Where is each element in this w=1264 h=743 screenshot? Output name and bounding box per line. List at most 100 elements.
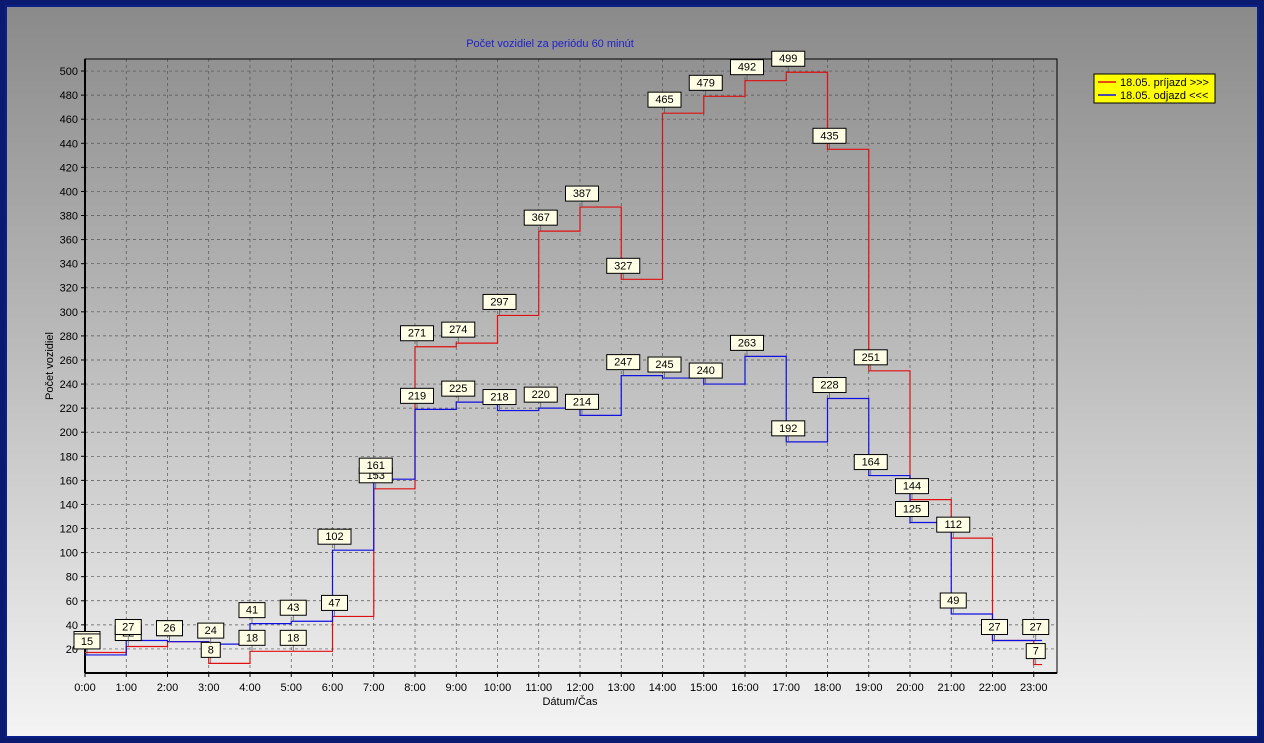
data-label: 144 (895, 478, 929, 500)
y-tick-label: 140 (60, 499, 78, 511)
data-label-text: 102 (325, 531, 343, 543)
x-tick-label: 17:00 (772, 682, 800, 694)
data-label: 251 (853, 349, 888, 371)
data-labels: 1722268181847153271274297367387327465479… (73, 50, 1050, 665)
data-label: 214 (565, 393, 599, 416)
data-label-text: 218 (490, 392, 508, 404)
x-tick-label: 1:00 (116, 682, 137, 694)
data-label: 112 (936, 516, 971, 539)
data-label: 465 (647, 91, 682, 114)
data-label: 367 (523, 209, 558, 232)
data-label-box (565, 185, 599, 202)
data-label-text: 164 (862, 457, 880, 469)
y-tick-label: 200 (60, 427, 78, 439)
data-label: 271 (400, 325, 434, 347)
y-tick-label: 320 (60, 283, 78, 295)
x-tick-label: 11:00 (525, 682, 552, 694)
data-label: 125 (895, 501, 929, 523)
data-label-text: 228 (820, 380, 838, 392)
data-label-box (73, 633, 101, 650)
data-label-box (565, 393, 599, 410)
data-label-text: 465 (655, 94, 673, 106)
data-label-box (441, 380, 476, 397)
data-label: 27 (114, 618, 142, 641)
data-label-text: 263 (738, 337, 756, 349)
legend-entry-arrivals: 18.05. príjazd >>> (1120, 77, 1209, 89)
data-label-box (853, 454, 888, 471)
x-tick-label: 23:00 (1020, 682, 1048, 694)
y-tick-label: 240 (60, 379, 78, 391)
data-label-text: 327 (614, 260, 632, 272)
data-label-box (317, 528, 352, 545)
plot-border (84, 58, 1058, 674)
data-label-box (156, 620, 183, 637)
series-lines (85, 71, 1042, 666)
step-line-chart: Počet vozidiel za periódu 60 minút 20406… (44, 38, 1216, 708)
data-label-text: 161 (367, 460, 385, 472)
axes (84, 58, 1058, 674)
data-label-box (279, 629, 307, 646)
data-label-text: 251 (862, 352, 880, 364)
data-label-text: 214 (573, 396, 591, 408)
data-label: 192 (771, 420, 806, 442)
data-label-text: 297 (490, 296, 508, 308)
data-label-text: 479 (697, 77, 715, 89)
data-label-box (400, 387, 434, 404)
data-label-box (238, 602, 266, 619)
data-label-text: 271 (408, 328, 426, 340)
data-label-box (939, 592, 967, 609)
data-label-text: 49 (947, 595, 959, 607)
y-tick-label: 500 (60, 66, 78, 78)
data-label-text: 219 (408, 390, 426, 402)
x-tick-label: 19:00 (855, 682, 883, 694)
data-label: 218 (482, 389, 517, 411)
data-label-text: 27 (122, 621, 134, 633)
data-label: 41 (238, 602, 266, 624)
data-label-box (114, 618, 142, 635)
data-label-text: 274 (449, 324, 467, 336)
data-label-text: 18 (287, 632, 299, 644)
data-label-box (647, 91, 682, 108)
data-label-box (441, 321, 476, 338)
data-label-text: 27 (1030, 621, 1042, 633)
data-label-text: 43 (287, 602, 299, 614)
data-label-box (812, 127, 847, 144)
x-axis-ticks: 0:00 1:00 2:00 3:00 4:00 5:00 6:00 7:00 8:00 9:00… (74, 673, 1048, 694)
grid-lines (85, 59, 1057, 673)
data-label-text: 220 (532, 389, 550, 401)
x-tick-label: 6:00 (322, 682, 343, 694)
data-label-box (936, 516, 971, 533)
y-tick-label: 340 (60, 259, 78, 271)
data-label-box (688, 362, 723, 379)
plot-area (85, 59, 1057, 673)
data-label-text: 367 (532, 212, 550, 224)
data-label-box (730, 334, 764, 351)
data-label-text: 8 (208, 644, 214, 656)
data-label-box (523, 386, 558, 403)
data-label: 220 (523, 386, 558, 409)
x-tick-label: 5:00 (281, 682, 302, 694)
data-label: 27 (1022, 618, 1050, 641)
data-label: 499 (771, 50, 806, 73)
data-label-text: 192 (779, 423, 797, 435)
data-label: 24 (197, 622, 225, 645)
data-label: 18 (238, 629, 266, 652)
x-tick-label: 8:00 (404, 682, 425, 694)
y-tick-label: 460 (60, 114, 78, 126)
x-tick-label: 0:00 (74, 682, 95, 694)
data-label-box (482, 293, 517, 310)
data-label-text: 245 (655, 359, 673, 371)
data-label: 47 (321, 594, 348, 617)
data-label: 297 (482, 293, 517, 316)
x-tick-label: 21:00 (937, 682, 965, 694)
x-tick-label: 2:00 (157, 682, 178, 694)
data-label: 27 (981, 618, 1008, 641)
y-tick-label: 40 (66, 620, 78, 632)
data-label: 161 (358, 457, 393, 480)
x-tick-label: 14:00 (649, 682, 677, 694)
data-label-box (238, 629, 266, 646)
y-tick-label: 160 (60, 475, 78, 487)
y-tick-label: 220 (60, 403, 78, 415)
data-label-box (197, 622, 225, 639)
y-tick-label: 80 (66, 572, 78, 584)
